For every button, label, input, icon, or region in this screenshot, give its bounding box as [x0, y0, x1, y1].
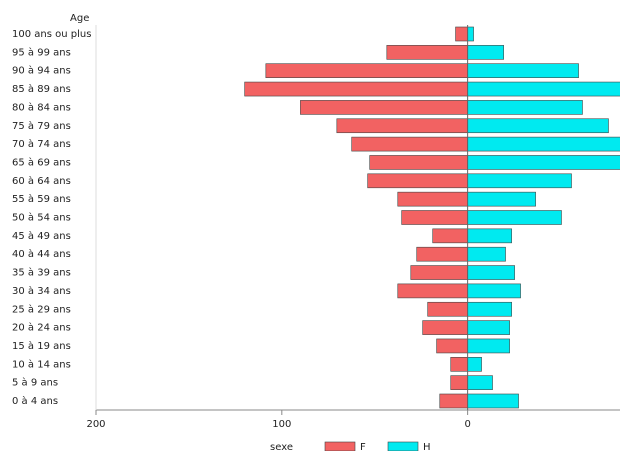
y-tick-label: 20 à 24 ans — [12, 322, 71, 334]
bar — [422, 320, 468, 335]
bar — [427, 301, 468, 317]
y-tick-label: 65 à 69 ans — [12, 156, 71, 168]
bar — [467, 210, 562, 225]
bar — [410, 265, 468, 280]
bar — [467, 45, 504, 60]
bar — [455, 26, 468, 42]
x-tick-label: 0 — [464, 419, 470, 430]
y-axis-label: Age — [70, 13, 89, 24]
bar — [467, 301, 512, 317]
y-tick-label: 75 à 79 ans — [12, 120, 71, 132]
bar — [439, 393, 468, 409]
bar — [416, 246, 468, 262]
bar — [300, 100, 468, 115]
bar — [432, 228, 468, 244]
y-tick-label: 45 à 49 ans — [12, 230, 71, 242]
bar — [467, 356, 482, 372]
bar — [336, 118, 468, 134]
y-tick-label: 85 à 89 ans — [12, 83, 71, 95]
y-tick-label: 70 à 74 ans — [12, 138, 71, 150]
legend-swatch — [387, 441, 419, 452]
y-tick-label: 5 à 9 ans — [12, 377, 58, 389]
bar — [467, 63, 579, 79]
legend-label: H — [423, 442, 431, 451]
bar — [436, 338, 468, 354]
bar — [467, 26, 474, 42]
y-tick-label: 90 à 94 ans — [12, 65, 71, 77]
bar — [401, 210, 468, 225]
bar — [467, 100, 583, 115]
bar — [397, 191, 468, 207]
bar — [467, 375, 493, 390]
x-tick-label: 200 — [86, 419, 105, 430]
y-tick-label: 80 à 84 ans — [12, 101, 71, 113]
bar — [386, 45, 468, 60]
y-tick-label: 25 à 29 ans — [12, 303, 71, 315]
y-tick-label: 0 à 4 ans — [12, 395, 58, 407]
bar — [467, 283, 521, 299]
bar — [397, 283, 468, 299]
y-tick-label: 35 à 39 ans — [12, 267, 71, 279]
bar — [467, 228, 512, 244]
y-tick-label: 50 à 54 ans — [12, 212, 71, 224]
x-tick-label: 100 — [272, 419, 291, 430]
y-tick-label: 95 à 99 ans — [12, 46, 71, 58]
bar — [467, 320, 510, 335]
y-tick-label: 55 à 59 ans — [12, 193, 71, 205]
bar — [467, 136, 620, 152]
bar — [450, 375, 468, 390]
legend-swatch — [324, 441, 356, 452]
bar — [467, 246, 506, 262]
y-tick-label: 40 à 44 ans — [12, 248, 71, 260]
bar — [467, 155, 620, 170]
y-tick-label: 100 ans ou plus — [12, 29, 91, 40]
y-tick-label: 10 à 14 ans — [12, 358, 71, 370]
bar — [367, 173, 468, 189]
plot-area — [244, 26, 620, 409]
bar — [369, 155, 468, 170]
bar — [467, 393, 519, 409]
y-tick-label: 60 à 64 ans — [12, 175, 71, 187]
y-tick-label: 15 à 19 ans — [12, 340, 71, 352]
legend-label: F — [360, 442, 366, 451]
bar — [467, 191, 536, 207]
bar — [467, 118, 609, 134]
bar — [244, 81, 468, 97]
bar — [450, 356, 468, 372]
bar — [467, 81, 620, 97]
bar — [467, 173, 572, 189]
bar — [265, 63, 468, 79]
bar — [467, 265, 515, 280]
legend-title: sexe — [270, 442, 293, 451]
bar — [351, 136, 468, 152]
bar — [467, 338, 510, 354]
y-tick-label: 30 à 34 ans — [12, 285, 71, 297]
